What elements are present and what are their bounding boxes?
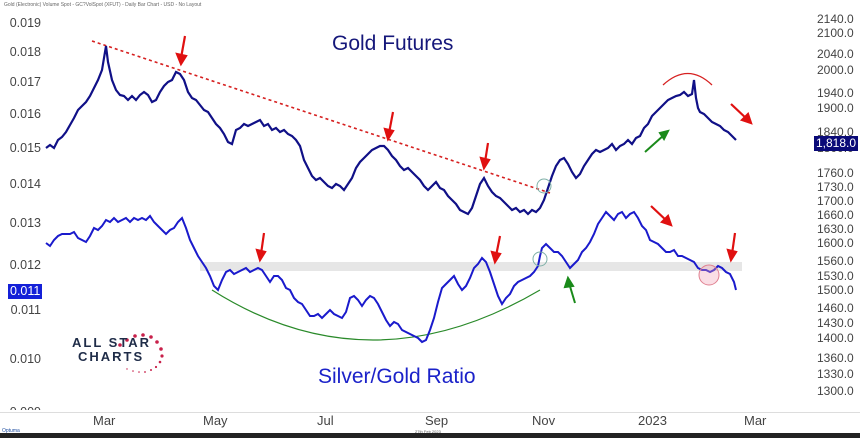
right-tick: 1360.0 xyxy=(817,351,854,365)
right-tick: 1940.0 xyxy=(817,86,854,100)
right-tick: 2100.0 xyxy=(817,26,854,40)
left-tick: 0.010 xyxy=(9,352,41,366)
support-band xyxy=(200,262,742,271)
right-tick: 1730.0 xyxy=(817,180,854,194)
right-tick: 1400.0 xyxy=(817,331,854,345)
optuma-brand: Optuma xyxy=(2,428,20,434)
silver-gold-ratio-series xyxy=(45,210,737,344)
bottom-bar xyxy=(0,433,860,438)
right-axis: 2140.0 2100.0 2040.0 2000.0 1940.0 1900.… xyxy=(814,0,860,412)
right-tick: 1700.0 xyxy=(817,194,854,208)
x-tick: May xyxy=(203,413,228,428)
left-tick: 0.017 xyxy=(9,75,41,89)
breakdown-circle xyxy=(698,264,720,286)
x-tick: 2023 xyxy=(638,413,667,428)
breakout-circle xyxy=(532,251,548,267)
right-tick: 1900.0 xyxy=(817,101,854,115)
right-tick: 1500.0 xyxy=(817,283,854,297)
right-tick: 1660.0 xyxy=(817,208,854,222)
silver-gold-ratio-label: Silver/Gold Ratio xyxy=(318,365,476,388)
all-star-charts-logo: ALL STAR CHARTS xyxy=(72,336,151,364)
right-tick: 2040.0 xyxy=(817,47,854,61)
green-arrows xyxy=(563,129,670,304)
gold-futures-label: Gold Futures xyxy=(332,32,454,55)
gold-futures-series xyxy=(45,45,737,216)
right-tick: 2140.0 xyxy=(817,12,854,26)
left-tick: 0.015 xyxy=(9,141,41,155)
logo-line2: CHARTS xyxy=(78,349,145,364)
right-tick: 1560.0 xyxy=(817,254,854,268)
gold-last-value-badge: 1,818.0 xyxy=(814,136,859,151)
right-tick: 1600.0 xyxy=(817,236,854,250)
left-tick: 0.018 xyxy=(9,45,41,59)
x-tick: Jul xyxy=(317,413,334,428)
downtrend-line xyxy=(91,40,551,194)
chart-date: 27th Feb 2023 xyxy=(415,429,441,434)
right-tick: 2000.0 xyxy=(817,63,854,77)
left-tick: 0.013 xyxy=(9,216,41,230)
left-tick: 0.016 xyxy=(9,107,41,121)
ratio-last-value-badge: 0.011 xyxy=(8,284,43,299)
chart-header: Gold (Electronic) Volume Spot - GC?VolSp… xyxy=(4,2,202,8)
right-tick: 1760.0 xyxy=(817,166,854,180)
logo-stars xyxy=(118,333,164,373)
x-tick: Sep xyxy=(425,413,449,428)
red-arrows xyxy=(175,35,753,265)
rounding-bottom-arc xyxy=(211,289,541,341)
x-tick: Mar xyxy=(93,413,116,428)
x-axis: Mar May Jul Sep Nov 2023 Mar xyxy=(0,412,860,431)
top-arc xyxy=(662,72,713,86)
right-tick: 1840.0 xyxy=(817,125,854,139)
right-tick: 1630.0 xyxy=(817,222,854,236)
right-tick: 1460.0 xyxy=(817,301,854,315)
left-tick: 0.012 xyxy=(9,258,41,272)
right-tick: 1530.0 xyxy=(817,269,854,283)
breakout-circle xyxy=(536,178,552,194)
left-axis: 0.019 0.018 0.017 0.016 0.015 0.014 0.01… xyxy=(0,0,43,412)
logo-line1: ALL STAR xyxy=(72,335,152,350)
left-tick: 0.009 xyxy=(10,405,41,410)
x-tick: Mar xyxy=(744,413,767,428)
left-tick: 0.019 xyxy=(9,16,41,30)
right-tick: 1430.0 xyxy=(817,316,854,330)
right-tick: 1300.0 xyxy=(817,384,854,398)
left-tick: 0.014 xyxy=(9,177,41,191)
left-tick: 0.011 xyxy=(10,303,41,317)
right-tick: 1330.0 xyxy=(817,367,854,381)
x-tick: Nov xyxy=(532,413,556,428)
